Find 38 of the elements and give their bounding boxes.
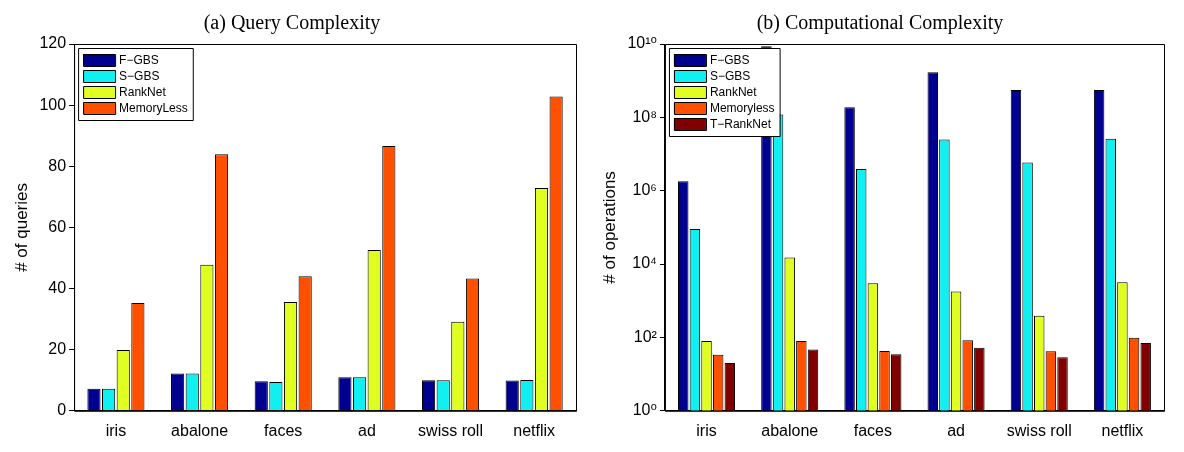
y-tick-label: 10⁸ [632,107,657,125]
y-tick-label: 10¹⁰ [627,34,657,52]
x-tick-label: abalone [761,421,819,439]
x-tick-label: netflix [513,421,556,439]
x-tick-label: iris [696,421,717,439]
legend-label: MemoryLess [119,101,188,116]
legend-label: T−RankNet [709,117,772,132]
y-tick-label: 100 [39,95,67,113]
x-tick-label: ad [947,421,965,439]
y-tick-label: 40 [48,278,67,296]
y-tick-label: 10⁶ [632,181,657,199]
legend-label: F−GBS [709,53,750,68]
x-tick-label: abalone [171,421,229,439]
legend-label: RankNet [709,85,758,100]
y-tick-label: 120 [39,34,67,52]
chart-title: (a) Query Complexity [203,11,381,35]
x-tick-label: ad [357,421,376,439]
x-tick-label: faces [853,421,893,439]
y-tick-label: 10⁰ [632,401,657,419]
y-tick-label: 10² [633,327,658,345]
x-tick-label: swiss roll [1006,421,1072,439]
chart-title: (b) Computational Complexity [756,11,1004,35]
x-tick-label: netflix [1101,421,1144,439]
y-tick-label: 60 [48,217,67,235]
x-tick-label: faces [264,421,303,439]
y-tick-label: 10⁴ [632,254,658,272]
legend-label: S−GBS [709,69,751,84]
y-tick-label: 0 [57,401,67,419]
legend-label: F−GBS [119,53,159,68]
x-tick-label: iris [105,421,127,439]
y-tick-label: 80 [48,156,67,174]
y-axis-title: # of operations [599,171,619,284]
y-tick-label: 20 [48,340,67,358]
y-axis-title: # of queries [11,182,31,272]
legend-label: Memoryless [709,101,775,116]
legend-label: S−GBS [119,69,160,84]
x-tick-label: swiss roll [418,421,483,439]
legend-label: RankNet [119,85,167,100]
